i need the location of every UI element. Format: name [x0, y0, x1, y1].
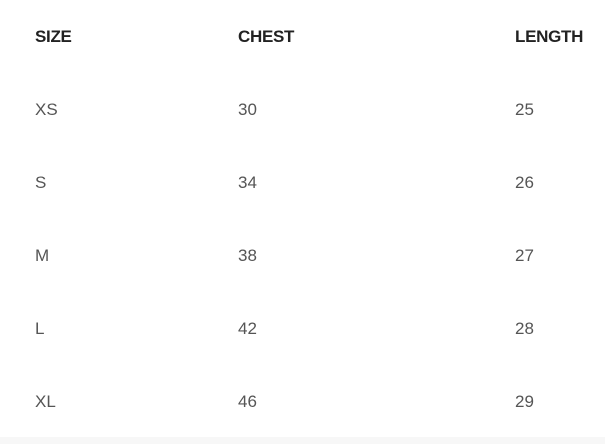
- header-length: LENGTH: [515, 27, 584, 46]
- cell-length: 27: [515, 246, 534, 265]
- cell-size: M: [35, 246, 50, 265]
- cell-length: 26: [515, 173, 534, 192]
- cell-length: 25: [515, 100, 534, 119]
- table-bottom-edge: [0, 437, 605, 444]
- cell-chest: 42: [238, 319, 257, 338]
- header-size: SIZE: [35, 27, 72, 46]
- cell-chest: 38: [238, 246, 257, 265]
- cell-size: L: [35, 319, 45, 338]
- cell-size: XS: [35, 100, 58, 119]
- cell-size: XL: [35, 392, 56, 411]
- cell-size: S: [35, 173, 47, 192]
- cell-length: 28: [515, 319, 534, 338]
- cell-length: 29: [515, 392, 534, 411]
- header-chest: CHEST: [238, 27, 295, 46]
- cell-chest: 34: [238, 173, 257, 192]
- cell-chest: 46: [238, 392, 257, 411]
- cell-chest: 30: [238, 100, 257, 119]
